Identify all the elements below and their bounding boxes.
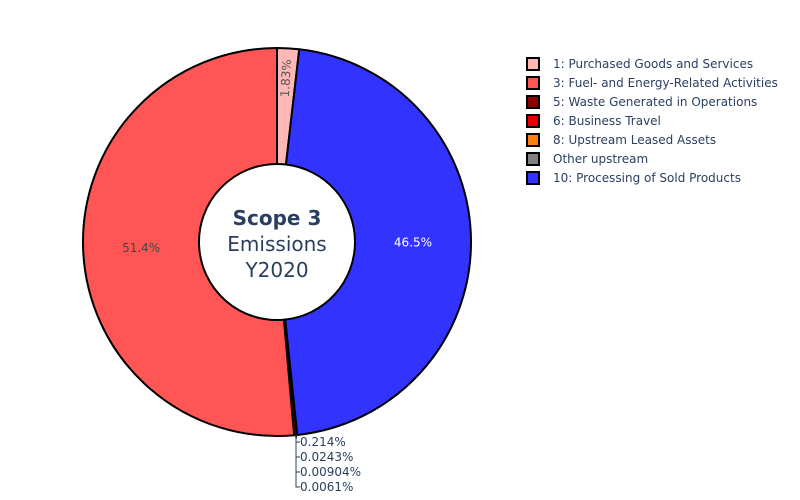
legend-item-10-processing-of-sold-products[interactable]: 10: Processing of Sold Products	[526, 171, 741, 185]
legend-label: 6: Business Travel	[553, 114, 661, 128]
center-title: Scope 3	[233, 206, 322, 230]
legend-item-other-upstream[interactable]: Other upstream	[526, 152, 648, 166]
legend-label: 1: Purchased Goods and Services	[553, 57, 753, 71]
legend-swatch	[526, 76, 540, 90]
slice-label-8-upstream-leased-assets: 0.0061%	[300, 480, 353, 494]
legend-label: 3: Fuel- and Energy-Related Activities	[553, 76, 778, 90]
legend-item-3-fuel-and-energy-related-activities[interactable]: 3: Fuel- and Energy-Related Activities	[526, 76, 778, 90]
legend-swatch	[526, 57, 540, 71]
slice-label-3-fuel-and-energy-related-activities: 51.4%	[122, 241, 160, 255]
slice-3-fuel-and-energy-related-activities	[82, 47, 296, 437]
slice-10-processing-of-sold-products	[284, 48, 472, 436]
slice-label-1-purchased-goods-and-services: 1.83%	[278, 59, 294, 98]
legend-swatch	[526, 133, 540, 147]
legend-label: 10: Processing of Sold Products	[553, 171, 741, 185]
slice-label-5-waste-generated-in-operations: 0.214%	[300, 435, 346, 449]
legend-swatch	[526, 171, 540, 185]
legend-label: 5: Waste Generated in Operations	[553, 95, 757, 109]
chart-legend: 1: Purchased Goods and Services 3: Fuel- …	[526, 57, 778, 185]
slice-label-other-upstream: 0.0243%	[300, 450, 353, 464]
leader-line-8-upstream-leased-assets	[295, 434, 300, 488]
slice-label-6-business-travel: 0.00904%	[300, 465, 361, 479]
center-line-2: Emissions	[227, 232, 326, 256]
slice-labels: 1.83% 46.5% 51.4% 0.214%0.0243%0.00904%0.00…	[122, 59, 432, 494]
center-line-3: Y2020	[244, 258, 308, 282]
donut-center-label: Scope 3 Emissions Y2020	[227, 206, 326, 282]
legend-label: Other upstream	[553, 152, 648, 166]
legend-item-8-upstream-leased-assets[interactable]: 8: Upstream Leased Assets	[526, 133, 716, 147]
legend-swatch	[526, 95, 540, 109]
donut-slices	[82, 47, 472, 437]
legend-swatch	[526, 114, 540, 128]
legend-swatch	[526, 152, 540, 166]
legend-label: 8: Upstream Leased Assets	[553, 133, 716, 147]
legend-item-6-business-travel[interactable]: 6: Business Travel	[526, 114, 661, 128]
slice-label-10-processing-of-sold-products: 46.5%	[394, 236, 432, 250]
legend-item-5-waste-generated-in-operations[interactable]: 5: Waste Generated in Operations	[526, 95, 757, 109]
legend-item-1-purchased-goods-and-services[interactable]: 1: Purchased Goods and Services	[526, 57, 753, 71]
